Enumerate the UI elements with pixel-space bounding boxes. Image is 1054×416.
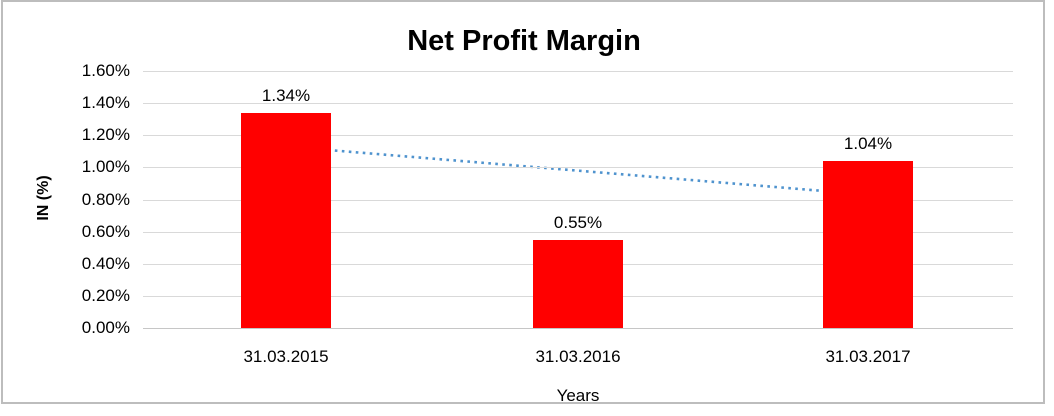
y-tick-label: 0.80%: [81, 190, 130, 209]
gridline: [143, 135, 1013, 136]
y-tick-label: 0.20%: [81, 286, 130, 305]
y-tick-label: 1.20%: [81, 125, 130, 144]
x-axis-title: Years: [556, 386, 600, 405]
y-tick-label: 1.00%: [81, 157, 130, 176]
chart-title: Net Profit Margin: [407, 25, 641, 57]
x-category-label: 31.03.2017: [825, 347, 911, 366]
gridline: [143, 103, 1013, 104]
bar-31.03.2017: [823, 160, 913, 328]
y-tick-label: 0.00%: [81, 318, 130, 337]
bar-value-label: 1.04%: [843, 133, 893, 153]
gridline: [143, 232, 1013, 233]
y-tick-label: 1.60%: [81, 61, 130, 80]
bar-31.03.2015: [241, 112, 331, 328]
bar-31.03.2016: [533, 239, 623, 328]
gridline: [143, 167, 1013, 168]
y-tick-label: 1.40%: [81, 93, 130, 112]
x-category-label: 31.03.2015: [243, 347, 329, 366]
gridline: [143, 200, 1013, 201]
y-tick-label: 0.40%: [81, 254, 130, 273]
bar-value-label: 0.55%: [553, 212, 603, 232]
y-tick-label: 0.60%: [81, 222, 130, 241]
x-axis-line: [143, 328, 1013, 329]
bar-value-label: 1.34%: [261, 85, 311, 105]
x-category-label: 31.03.2016: [535, 347, 621, 366]
gridline: [143, 71, 1013, 72]
